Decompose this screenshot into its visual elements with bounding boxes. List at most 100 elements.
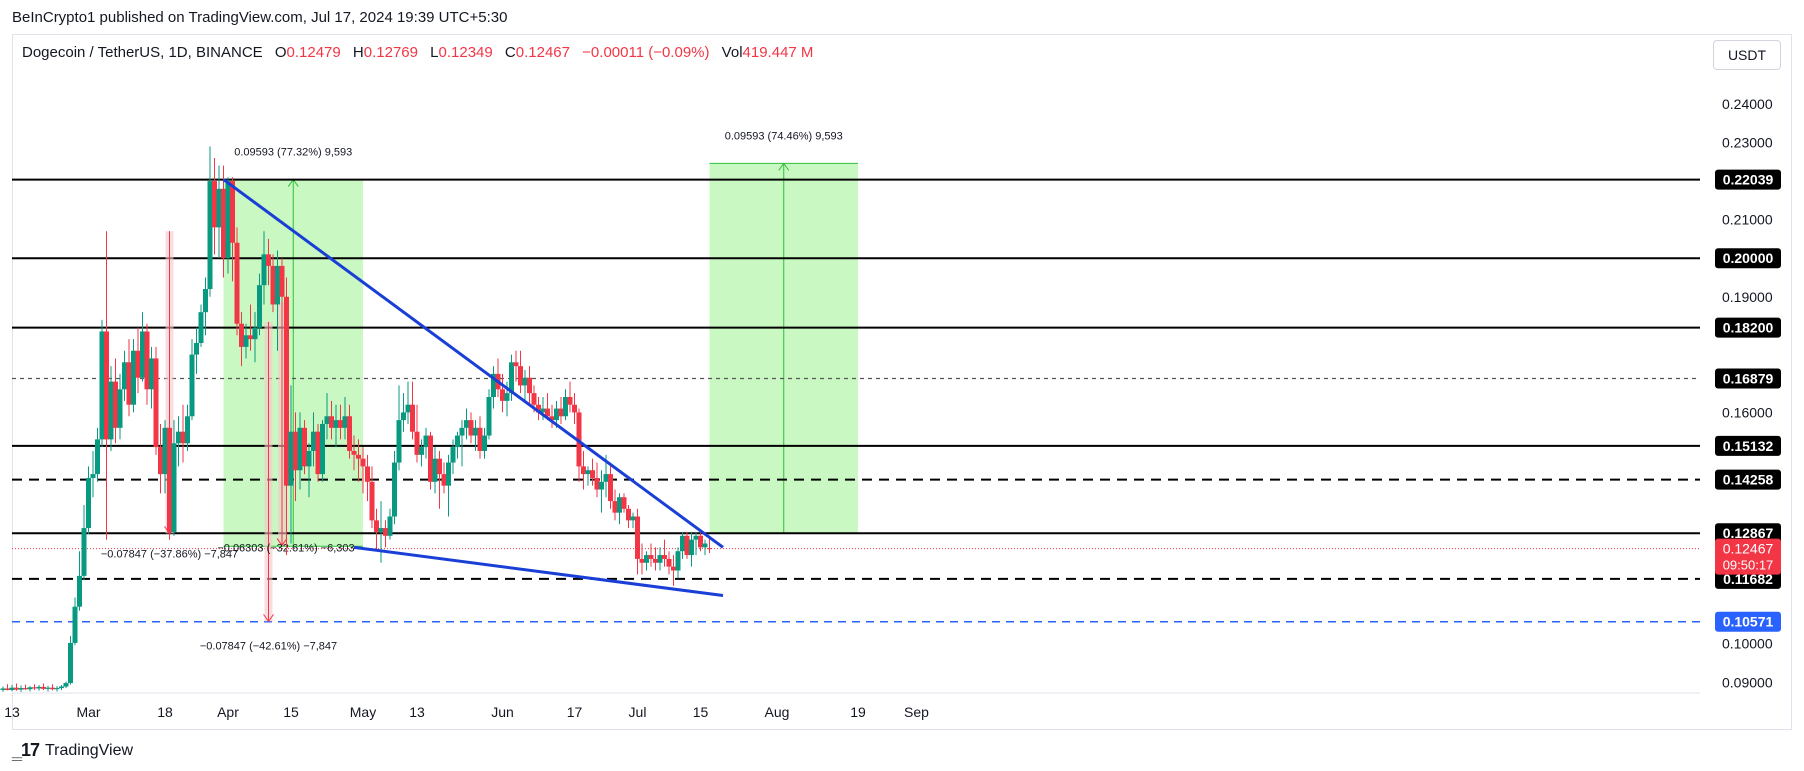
measure-label-1: 0.09593 (77.32%) 9,593 <box>234 147 352 159</box>
candle-body <box>509 362 514 394</box>
candle-body <box>149 358 154 390</box>
time-tick-label: Aug <box>765 704 790 720</box>
level-label-bg <box>1715 523 1781 544</box>
candle-body <box>77 575 82 607</box>
candle-body <box>504 393 510 401</box>
close-label: C <box>504 44 516 61</box>
candle-body <box>63 683 69 687</box>
candle-body <box>396 420 402 463</box>
candle-body <box>707 548 712 550</box>
candle-body <box>378 528 384 532</box>
candle-body <box>414 431 420 455</box>
level-label: 0.18200 <box>1723 320 1774 336</box>
candle-body <box>36 686 42 689</box>
candle-body <box>617 497 622 513</box>
candle-body <box>603 474 609 482</box>
candle-body <box>500 389 505 401</box>
candle-body <box>288 431 294 486</box>
candle-body <box>225 181 231 259</box>
candle-body <box>662 555 667 559</box>
candle-body <box>257 285 262 328</box>
candle-body <box>311 431 316 451</box>
candle-body <box>86 477 91 529</box>
candle-body <box>32 687 37 689</box>
level-label-bg <box>1715 435 1781 456</box>
candle-body <box>275 265 280 305</box>
candle-body <box>59 686 64 689</box>
candle-body <box>68 642 73 684</box>
candle-body <box>419 447 424 455</box>
candle-body <box>144 331 150 390</box>
candle-body <box>207 181 213 290</box>
candle-body <box>239 323 244 347</box>
candle-body <box>261 254 267 286</box>
candle-body <box>360 458 366 467</box>
price-tick-label: 0.10000 <box>1722 636 1773 652</box>
currency-button[interactable]: USDT <box>1713 40 1781 70</box>
candle-body <box>230 181 235 243</box>
candle-body <box>117 389 123 428</box>
candle-body <box>549 416 555 421</box>
candle-body <box>518 366 523 386</box>
candle-body <box>14 687 19 690</box>
candle-body <box>567 396 573 405</box>
candle-body <box>599 481 604 490</box>
level-label-bg <box>1715 611 1781 632</box>
candle-body <box>464 420 469 428</box>
candle-body <box>342 416 348 428</box>
candle-body <box>216 188 222 228</box>
candle-body <box>666 558 672 567</box>
candle-body <box>374 520 379 532</box>
candle-body <box>329 416 334 428</box>
candle-body <box>122 362 127 390</box>
open-label: O <box>274 44 287 61</box>
candle-body <box>23 688 28 690</box>
candle-body <box>158 447 163 475</box>
candle-body <box>693 535 699 540</box>
level-label: 0.14258 <box>1723 472 1774 488</box>
candle-body <box>405 404 411 413</box>
symbol-name[interactable]: Dogecoin / TetherUS, 1D, BINANCE <box>22 44 263 61</box>
open-value: 0.12479 <box>286 44 341 61</box>
candle-body <box>203 289 208 313</box>
candle-body <box>455 435 460 448</box>
candle-body <box>576 412 582 467</box>
tradingview-logo[interactable]: ‗17 TradingView <box>12 740 133 761</box>
candle-body <box>135 350 141 378</box>
candle-body <box>108 381 114 440</box>
time-tick-label: Mar <box>76 704 100 720</box>
price-tick-label: 0.24000 <box>1722 96 1773 112</box>
candle-body <box>387 516 393 536</box>
candle-body <box>293 431 298 471</box>
candle-body <box>356 454 361 459</box>
candle-body <box>302 427 307 467</box>
low-label: L <box>430 44 439 61</box>
candle-body <box>0 688 6 690</box>
candle-body <box>171 443 177 532</box>
candle-body <box>50 687 55 690</box>
candle-body <box>563 396 568 417</box>
candle-body <box>347 416 352 451</box>
candle-body <box>536 404 541 413</box>
price-tick-label: 0.19000 <box>1722 289 1773 305</box>
candle-body <box>446 462 451 486</box>
time-tick-label: May <box>350 704 376 720</box>
time-tick-label: Apr <box>217 704 239 720</box>
candle-body <box>423 435 429 448</box>
low-value: 0.12349 <box>438 44 493 61</box>
candle-body <box>522 377 528 386</box>
level-label-bg <box>1715 368 1781 389</box>
candle-body <box>401 412 406 421</box>
candle-body <box>513 362 519 367</box>
candle-body <box>432 458 438 482</box>
countdown-label: 09:50:17 <box>1723 558 1774 573</box>
candle-body <box>266 254 271 266</box>
close-value: 0.12467 <box>515 44 570 61</box>
candle-body <box>234 242 240 324</box>
candle-body <box>90 474 96 478</box>
candle-body <box>639 558 645 563</box>
level-label: 0.16879 <box>1723 371 1774 387</box>
candle-body <box>248 335 253 340</box>
candle-body <box>626 508 631 521</box>
